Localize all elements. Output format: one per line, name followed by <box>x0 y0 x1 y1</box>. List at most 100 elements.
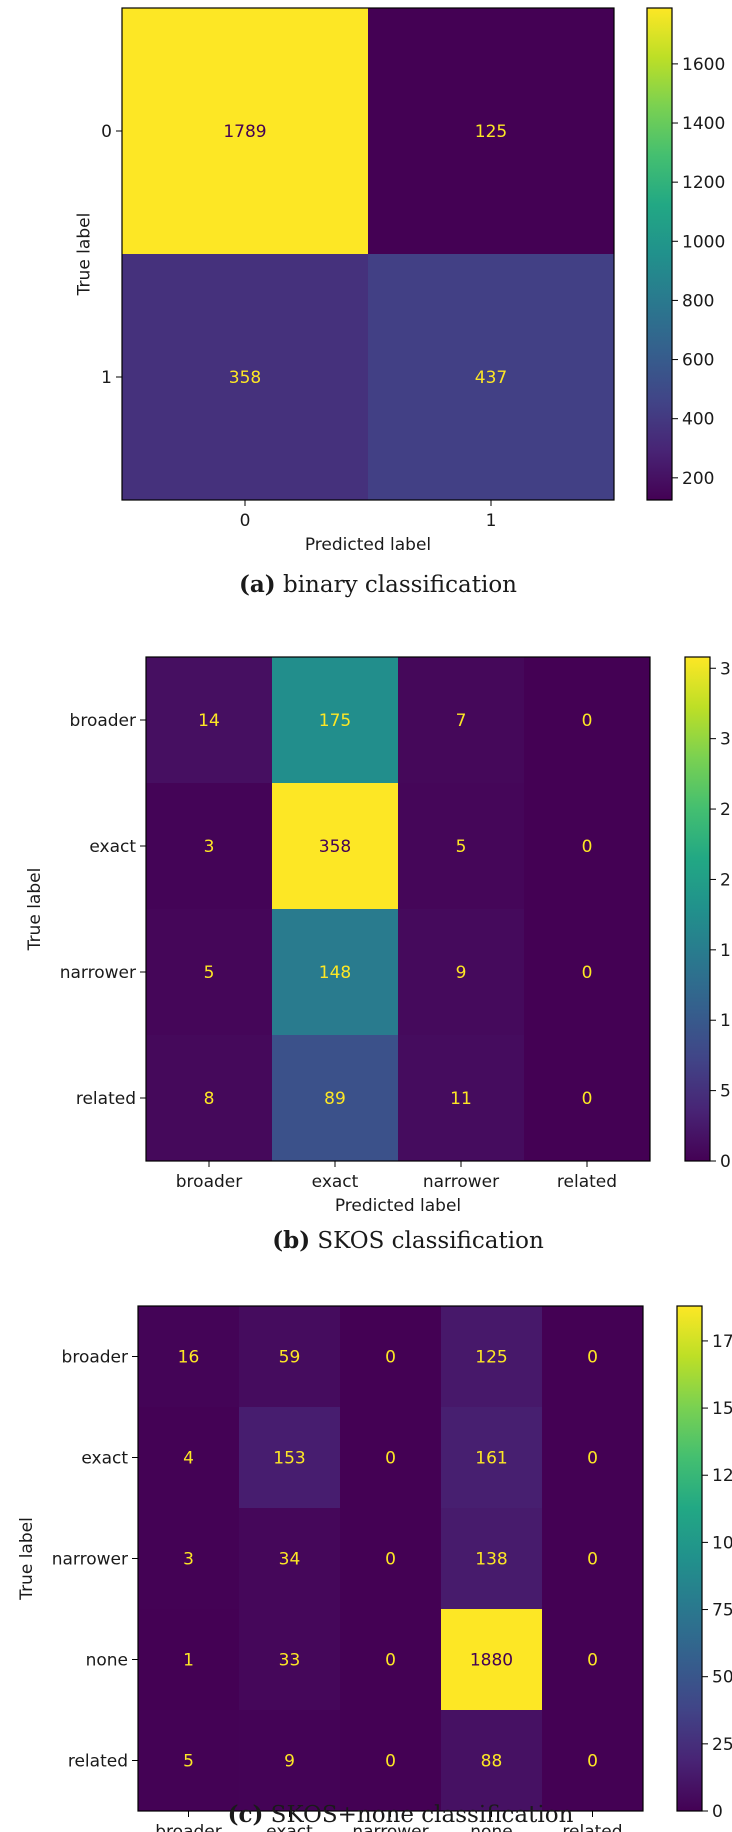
cell-value-label: 5 <box>204 963 215 983</box>
matrix-cell <box>239 1609 341 1711</box>
confusion-matrix-panel: 16 59 0 125 04 153 0 161 03 34 0 138 01 33 0 1880 05 9 0 88… <box>17 1305 732 1832</box>
figure-caption: (c) SKOS+none classification <box>228 1801 574 1828</box>
caption-text: binary classification <box>276 572 518 598</box>
colorbar-tick-label: 1750 <box>712 1332 732 1352</box>
cell-value-label: 3 <box>183 1550 194 1570</box>
colorbar-tick-label: 1000 <box>682 232 725 252</box>
matrix-cell <box>398 909 525 1036</box>
matrix-cell <box>441 1710 543 1812</box>
colorbar-tick-label: 1200 <box>682 173 725 193</box>
matrix-cell <box>340 1407 442 1509</box>
matrix-cell <box>239 1306 341 1408</box>
cell-value-label: 148 <box>319 963 351 983</box>
matrix-cell <box>398 657 525 784</box>
matrix-cell <box>542 1407 644 1509</box>
x-tick-label: related <box>557 1172 617 1192</box>
colorbar-tick-label: 1600 <box>682 55 725 75</box>
cell-value-label: 0 <box>385 1348 396 1368</box>
colorbar-tick-label: 50 <box>720 1082 732 1102</box>
matrix-cell <box>146 1035 273 1162</box>
x-tick-label: none <box>470 1822 512 1832</box>
cell-value-label: 33 <box>279 1651 301 1671</box>
colorbar <box>646 7 673 501</box>
matrix-frame <box>145 656 651 1162</box>
caption-tag: (c) <box>228 1801 264 1828</box>
cell-value-label: 16 <box>178 1348 200 1368</box>
colorbar-tick-label: 250 <box>712 1735 732 1755</box>
cell-value-label: 0 <box>582 963 593 983</box>
x-axis-label: Predicted label <box>335 1196 461 1216</box>
colorbar-tick-label: 800 <box>682 291 714 311</box>
colorbar-tick-label: 1400 <box>682 114 725 134</box>
cell-value-label: 0 <box>582 1089 593 1109</box>
cell-value-label: 14 <box>198 711 220 731</box>
caption-tag: (a) <box>239 571 276 598</box>
colorbar-tick-label: 1500 <box>712 1399 732 1419</box>
y-tick-label: broader <box>62 1348 128 1368</box>
x-tick-label: narrower <box>423 1172 499 1192</box>
cell-value-label: 138 <box>475 1550 507 1570</box>
y-tick-label: related <box>76 1089 136 1109</box>
colorbar-tick-label: 200 <box>682 469 714 489</box>
cell-value-label: 1789 <box>223 122 266 142</box>
x-tick-label: 0 <box>240 511 251 531</box>
y-tick-label: 0 <box>101 122 112 142</box>
colorbar-tick-label: 250 <box>720 800 732 820</box>
caption-text: SKOS+none classification <box>263 1802 573 1828</box>
cell-value-label: 0 <box>385 1449 396 1469</box>
cell-value-label: 0 <box>582 837 593 857</box>
y-tick-label: 1 <box>101 368 112 388</box>
matrix-cell <box>542 1508 644 1610</box>
cell-value-label: 9 <box>456 963 467 983</box>
cell-value-label: 1 <box>183 1651 194 1671</box>
figure-caption: (a) binary classification <box>239 571 517 598</box>
x-tick-label: exact <box>266 1822 313 1832</box>
matrix-cell <box>138 1407 240 1509</box>
cell-value-label: 34 <box>279 1550 301 1570</box>
matrix-cell <box>239 1508 341 1610</box>
y-tick-label: related <box>68 1752 128 1772</box>
colorbar <box>676 1305 703 1812</box>
matrix-cell <box>146 909 273 1036</box>
cell-value-label: 0 <box>582 711 593 731</box>
cell-value-label: 0 <box>587 1550 598 1570</box>
matrix-cell <box>340 1508 442 1610</box>
matrix-cell <box>368 254 615 501</box>
cell-value-label: 0 <box>385 1752 396 1772</box>
matrix-cell <box>239 1407 341 1509</box>
matrix-cell <box>138 1710 240 1812</box>
colorbar <box>684 656 711 1162</box>
x-tick-label: broader <box>176 1172 242 1192</box>
colorbar-tick-label: 600 <box>682 351 714 371</box>
matrix-cell <box>272 657 399 784</box>
matrix-frame <box>121 7 615 501</box>
matrix-cell <box>524 909 651 1036</box>
matrix-cell <box>542 1609 644 1711</box>
colorbar-tick-label: 300 <box>720 730 732 750</box>
colorbar-tick-label: 200 <box>720 870 732 890</box>
matrix-cell <box>146 783 273 910</box>
cell-value-label: 5 <box>456 837 467 857</box>
colorbar-tick-label: 500 <box>712 1668 732 1688</box>
caption-tag: (b) <box>272 1227 310 1254</box>
cell-value-label: 4 <box>183 1449 194 1469</box>
matrix-cell <box>340 1306 442 1408</box>
cell-value-label: 437 <box>475 368 507 388</box>
cell-value-label: 175 <box>319 711 351 731</box>
x-tick-label: broader <box>155 1822 221 1832</box>
colorbar-tick-label: 1000 <box>712 1533 732 1553</box>
x-tick-label: exact <box>312 1172 359 1192</box>
cell-value-label: 7 <box>456 711 467 731</box>
cell-value-label: 153 <box>273 1449 305 1469</box>
cell-value-label: 0 <box>587 1752 598 1772</box>
colorbar-tick-label: 400 <box>682 410 714 430</box>
cell-value-label: 9 <box>284 1752 295 1772</box>
y-axis-label: True label <box>25 868 45 952</box>
colorbar-tick-label: 150 <box>720 941 732 961</box>
matrix-cell <box>340 1710 442 1812</box>
matrix-cell <box>272 1035 399 1162</box>
matrix-cell <box>146 657 273 784</box>
matrix-cell <box>138 1508 240 1610</box>
